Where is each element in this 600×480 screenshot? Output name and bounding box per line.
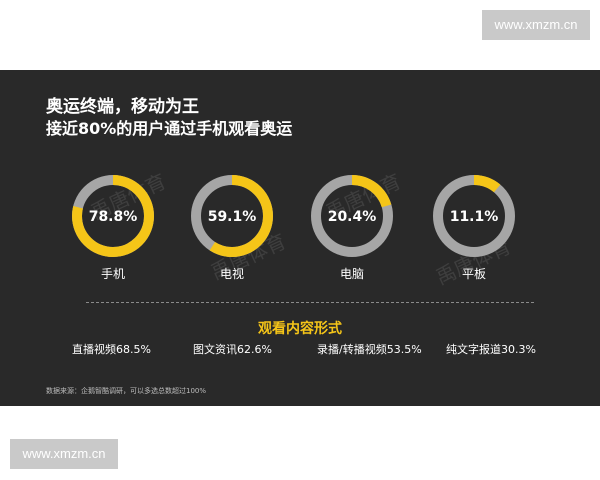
- donut-value-label: 59.1%: [208, 209, 257, 225]
- donut-3: 11.1% 平板: [433, 175, 515, 281]
- watermark-bottom: www.xmzm.cn: [10, 439, 118, 469]
- section-divider: [86, 302, 534, 303]
- donut-value-arc: [72, 175, 154, 257]
- donut-value-label: 78.8%: [89, 209, 138, 225]
- donut-value-arc: [191, 175, 273, 257]
- content-stat-replay: 录播/转播视频53.5%: [317, 343, 422, 356]
- page-subtitle: 接近80%的用户通过手机观看奥运: [46, 119, 293, 138]
- infographic-panel: 禹唐体育 禹唐体育 禹唐体育 禹唐体育 78.8% 手机 59.1% 电视 20.4% 电脑 11…: [0, 70, 600, 406]
- donut-category-label: 平板: [462, 267, 486, 281]
- donut-category-label: 电视: [220, 266, 244, 281]
- content-stat-article: 图文资讯62.6%: [193, 343, 272, 356]
- watermark-top: www.xmzm.cn: [482, 10, 590, 40]
- page-title: 奥运终端，移动为王: [46, 97, 199, 117]
- content-stat-text: 纯文字报道30.3%: [446, 343, 536, 356]
- content-section-title: 观看内容形式: [258, 321, 342, 337]
- content-stat-live: 直播视频68.5%: [72, 343, 151, 356]
- donut-value-label: 11.1%: [450, 209, 499, 225]
- donut-category-label: 手机: [101, 267, 125, 281]
- donut-category-label: 电脑: [340, 267, 364, 281]
- donut-value-arc: [433, 175, 515, 257]
- source-note: 数据来源：企鹅智酷调研，可以多选总数超过100%: [46, 387, 207, 395]
- donut-value-label: 20.4%: [328, 209, 377, 225]
- donut-1: 59.1% 电视: [191, 175, 273, 281]
- donut-value-arc: [311, 175, 393, 257]
- donut-2: 20.4% 电脑: [311, 175, 393, 281]
- donut-0: 78.8% 手机: [72, 175, 154, 281]
